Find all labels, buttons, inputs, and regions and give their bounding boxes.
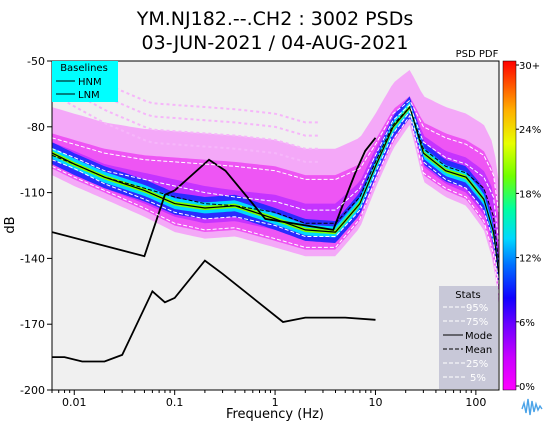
- legend-mode-label: Mode: [465, 331, 492, 342]
- baselines-legend-title: Baselines: [60, 63, 108, 74]
- colorbar-tick-label: 0%: [519, 382, 535, 393]
- legend-75-label: 75%: [466, 317, 488, 328]
- chart-title-line2: 03-JUN-2021 / 04-AUG-2021: [142, 32, 409, 54]
- colorbar-tick-label: 6%: [519, 318, 535, 329]
- density-streak: [52, 66, 321, 137]
- series-line-mode: [52, 105, 499, 276]
- colorbar-tick-label: 30+: [519, 61, 540, 72]
- series-line-lnm: [52, 259, 376, 363]
- chart-title-line1: YM.NJ182.--.CH2 : 3002 PSDs: [136, 8, 413, 30]
- x-tick-label: 0.1: [166, 396, 184, 409]
- stats-legend-title: Stats: [455, 290, 481, 301]
- series-line-hnm: [174, 137, 377, 231]
- colorbar-tick-label: 24%: [519, 125, 541, 136]
- legend-5-label: 5%: [470, 373, 486, 384]
- legend-lnm-label: LNM: [78, 90, 100, 101]
- legend-hnm-label: HNM: [78, 77, 102, 88]
- series-line-5pct: [52, 114, 499, 298]
- stats-legend: Stats 95% 75% Mode Mean 25% 5%: [439, 286, 498, 389]
- legend-25-label: 25%: [466, 359, 488, 370]
- y-axis-ticks: -50 -80 -110 -140 -170 -200: [20, 55, 52, 397]
- x-tick-label: 1: [272, 396, 279, 409]
- density-streak: [61, 61, 321, 124]
- density-streak: [52, 93, 321, 163]
- colorbar-ticks: 30+ 24% 18% 12% 6% 0%: [516, 61, 541, 393]
- series-line-95pct: [52, 99, 499, 215]
- series-line-mean: [52, 106, 499, 266]
- colorbar: [502, 60, 517, 391]
- stats-legend-box: [439, 286, 498, 389]
- waveform-logo-icon: [521, 398, 543, 416]
- density-band-peak: [52, 101, 499, 282]
- y-tick-label: -200: [20, 384, 45, 397]
- legend-95-label: 95%: [466, 303, 488, 314]
- y-tick-label: -50: [27, 55, 45, 68]
- y-tick-label: -80: [27, 121, 45, 134]
- y-tick-label: -140: [20, 252, 45, 265]
- colorbar-tick-label: 18%: [519, 189, 541, 200]
- density-streak: [52, 79, 321, 150]
- x-axis-ticks: 0.01 0.1 1 10 100: [51, 390, 486, 409]
- colorbar-title: PSD PDF: [456, 49, 499, 60]
- y-tick-label: -110: [20, 187, 45, 200]
- x-tick-label: 100: [465, 396, 486, 409]
- x-tick-label: 0.01: [62, 396, 87, 409]
- baselines-legend: Baselines HNM LNM: [52, 61, 118, 102]
- x-axis-label: Frequency (Hz): [226, 407, 324, 422]
- legend-mean-label: Mean: [465, 345, 492, 356]
- y-axis-label: dB: [3, 216, 18, 233]
- psd-density-layer: [52, 61, 499, 363]
- colorbar-tick-label: 12%: [519, 254, 541, 265]
- y-tick-label: -170: [20, 318, 45, 331]
- series-line-hnm-low: [52, 189, 176, 258]
- x-tick-label: 10: [368, 396, 382, 409]
- series-line-75pct: [52, 104, 499, 246]
